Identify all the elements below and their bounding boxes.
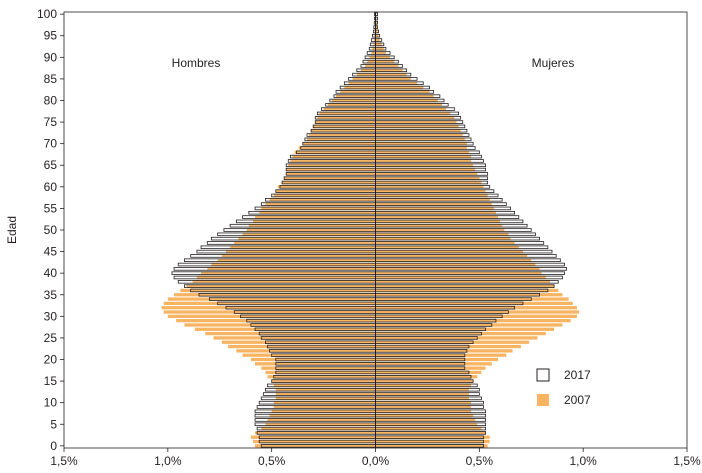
- x-tick-label: 1,0%: [154, 454, 182, 468]
- x-tick-label: 1,5%: [673, 454, 701, 468]
- x-tick-label: 1,0%: [569, 454, 597, 468]
- y-tick-label: 40: [44, 266, 58, 280]
- x-tick-label: 0,5%: [258, 454, 286, 468]
- y-tick-label: 75: [44, 115, 58, 129]
- y-tick-label: 55: [44, 201, 58, 215]
- y-tick-label: 10: [44, 396, 58, 410]
- y-tick-label: 60: [44, 180, 58, 194]
- side-label-men: Hombres: [172, 56, 221, 70]
- x-tick-label: 0,0%: [362, 454, 390, 468]
- y-tick-label: 95: [44, 29, 58, 43]
- side-label-women: Mujeres: [532, 56, 575, 70]
- y-tick-label: 5: [50, 417, 57, 431]
- y-tick-label: 35: [44, 288, 58, 302]
- y-axis-label: Edad: [5, 216, 19, 244]
- y-tick-label: 100: [37, 7, 57, 21]
- y-tick-label: 50: [44, 223, 58, 237]
- y-tick-label: 25: [44, 331, 58, 345]
- legend-label-2017: 2017: [564, 368, 591, 382]
- x-tick-label: 0,5%: [466, 454, 494, 468]
- y-tick-label: 65: [44, 158, 58, 172]
- legend-label-2007: 2007: [564, 393, 591, 407]
- legend-swatch-2007: [537, 394, 549, 406]
- legend: 2017 2007: [537, 368, 591, 407]
- y-tick-label: 45: [44, 245, 58, 259]
- y-tick-label: 30: [44, 309, 58, 323]
- y-tick-label: 70: [44, 137, 58, 151]
- y-tick-label: 85: [44, 72, 58, 86]
- legend-swatch-2017: [537, 369, 549, 381]
- y-tick-label: 15: [44, 374, 58, 388]
- y-tick-label: 80: [44, 93, 58, 107]
- y-tick-label: 0: [50, 439, 57, 453]
- y-tick-label: 20: [44, 353, 58, 367]
- x-tick-label: 1,5%: [50, 454, 78, 468]
- y-tick-label: 90: [44, 50, 58, 64]
